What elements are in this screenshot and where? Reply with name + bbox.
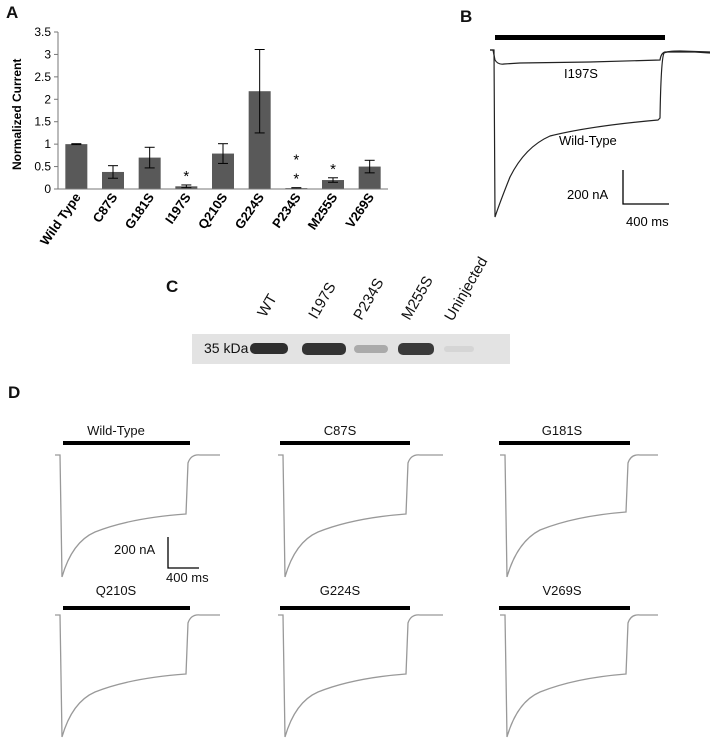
- y-tick-label: 3: [44, 47, 51, 61]
- panel-label-b: B: [460, 7, 473, 26]
- trace-title-g224s: G224S: [319, 583, 361, 598]
- trace-title-wild-type: Wild-Type: [87, 423, 145, 438]
- scale-bar-time-label: 400 ms: [626, 214, 669, 229]
- trace-title-g181s: G181S: [541, 423, 583, 438]
- current-trace: [500, 614, 658, 738]
- trace-title-v269s: V269S: [542, 583, 582, 598]
- stimulus-bar: [280, 441, 410, 445]
- band-i197s: [302, 343, 346, 355]
- y-tick-label: 3.5: [34, 25, 51, 39]
- band-uninjected: [444, 346, 474, 352]
- bar: [138, 157, 161, 189]
- trace-title-c87s: C87S: [323, 423, 357, 438]
- lane-label-wt: WT: [254, 291, 281, 320]
- lane-label-p234s: P234S: [350, 275, 388, 323]
- y-tick-label: 1.5: [34, 115, 51, 129]
- y-tick-label: 0: [44, 182, 51, 196]
- significance-marker: *: [330, 161, 336, 178]
- current-trace: [278, 454, 443, 578]
- i197s-trace-label: I197S: [564, 66, 598, 81]
- trace-title-q210s: Q210S: [95, 583, 137, 598]
- x-tick-label: I197S: [162, 190, 194, 227]
- current-trace: [500, 454, 658, 578]
- y-tick-label: 2: [44, 92, 51, 106]
- x-tick-label: P234S: [269, 190, 304, 231]
- panel-label-a: A: [6, 3, 19, 22]
- d-scale-bar-current-label: 200 nA: [114, 542, 156, 557]
- significance-marker: *: [183, 168, 189, 185]
- blot-membrane: 35 kDa: [192, 334, 510, 364]
- wild-type-trace-label: Wild-Type: [559, 133, 617, 148]
- scale-bar-current-label: 200 nA: [567, 187, 609, 202]
- d-scale-bar-time-label: 400 ms: [166, 570, 209, 585]
- bar: [212, 153, 234, 189]
- y-tick-label: 2.5: [34, 70, 51, 84]
- x-tick-label: V269S: [342, 190, 377, 231]
- lane-label-i197s: I197S: [305, 279, 340, 322]
- normalized-current-bar-chart: * * * * 0 0.5 1 1.5 2 2.5 3 3.5 Wild Type C87S G181S I…: [10, 25, 388, 248]
- bar: [322, 180, 344, 189]
- d-scale-bar: [167, 537, 199, 569]
- band-m255s: [398, 343, 434, 355]
- x-tick-label: Wild Type: [37, 190, 84, 248]
- lane-label-uninjected: Uninjected: [441, 254, 492, 324]
- panel-label-d: D: [8, 383, 21, 402]
- current-trace: [278, 614, 443, 738]
- band-wt: [250, 343, 288, 354]
- panel-label-c: C: [166, 277, 179, 296]
- stimulus-bar: [280, 606, 410, 610]
- bar: [102, 171, 124, 189]
- current-trace: [55, 454, 220, 578]
- stimulus-bar: [495, 35, 665, 40]
- current-trace: [55, 614, 220, 738]
- scale-bar: [622, 170, 669, 205]
- x-tick-label: G181S: [122, 190, 158, 232]
- stimulus-bar: [499, 441, 630, 445]
- stimulus-bar: [63, 606, 190, 610]
- bar: [358, 166, 381, 189]
- x-tick-label: C87S: [90, 190, 121, 226]
- lane-label-m255s: M255S: [398, 273, 437, 323]
- bar: [248, 91, 271, 189]
- y-axis-label: Normalized Current: [10, 59, 24, 170]
- y-tick-label: 1: [44, 137, 51, 151]
- panel-b-current-traces: I197S Wild-Type 200 nA 400 ms: [490, 35, 711, 229]
- band-p234s: [354, 345, 388, 353]
- bar: [65, 144, 88, 189]
- i197s-trace: [490, 49, 711, 65]
- significance-marker: *: [293, 152, 299, 169]
- marker-label: 35 kDa: [204, 340, 249, 356]
- significance-marker: *: [293, 171, 299, 188]
- x-tick-label: G224S: [232, 190, 268, 232]
- stimulus-bar: [63, 441, 190, 445]
- y-tick-label: 0.5: [34, 160, 51, 174]
- stimulus-bar: [499, 606, 630, 610]
- wild-type-trace: [490, 49, 711, 218]
- x-tick-label: Q210S: [195, 190, 231, 232]
- x-tick-label: M255S: [305, 190, 341, 233]
